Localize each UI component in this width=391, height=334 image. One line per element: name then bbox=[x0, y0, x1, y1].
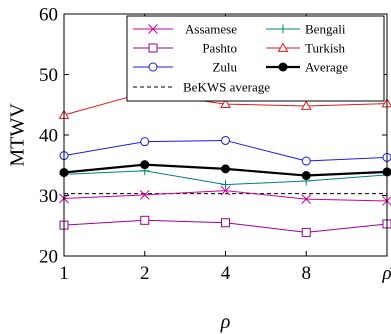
legend-marker bbox=[278, 62, 288, 72]
legend-item-bengali: Bengali bbox=[266, 22, 346, 37]
legend-label: Turkish bbox=[305, 41, 345, 56]
legend-item-average: Average bbox=[266, 60, 348, 75]
legend-marker bbox=[148, 24, 158, 34]
data-point bbox=[300, 100, 312, 110]
legend-marker bbox=[148, 43, 158, 53]
legend-marker bbox=[148, 62, 158, 72]
legend-item-zulu: Zulu bbox=[133, 60, 237, 75]
series-assamese bbox=[59, 185, 391, 206]
data-point bbox=[301, 194, 312, 204]
data-point bbox=[140, 137, 150, 147]
plot-series-layer bbox=[58, 87, 391, 237]
data-point bbox=[301, 156, 311, 166]
y-axis-title: MTWV bbox=[7, 103, 29, 167]
data-point bbox=[140, 215, 150, 225]
legend: Assamese Bengali Pashto Turkish Zulu Average B… bbox=[126, 15, 385, 102]
y-tick-label: 40 bbox=[39, 126, 58, 147]
legend-label: Zulu bbox=[212, 60, 237, 75]
legend-item-assamese: Assamese bbox=[133, 22, 237, 37]
series-zulu bbox=[59, 135, 391, 166]
series-average bbox=[59, 160, 391, 181]
x-tick-label: 8 bbox=[302, 263, 312, 284]
legend-marker bbox=[277, 42, 289, 52]
legend-label: Average bbox=[305, 60, 348, 75]
data-point bbox=[139, 190, 150, 200]
legend-item-turkish: Turkish bbox=[266, 41, 345, 56]
data-point bbox=[221, 218, 230, 228]
series-line bbox=[63, 190, 388, 202]
y-tick-label: 20 bbox=[39, 247, 58, 268]
legend-label: Bengali bbox=[305, 22, 346, 37]
data-point bbox=[221, 164, 230, 174]
x-tick-label: 1 bbox=[59, 263, 69, 284]
x-axis-title: ρ bbox=[220, 311, 231, 333]
data-point bbox=[221, 135, 230, 145]
data-point bbox=[301, 227, 311, 237]
legend-item-reference: BeKWS average bbox=[133, 80, 270, 95]
data-point bbox=[220, 185, 231, 196]
y-tick-label: 50 bbox=[39, 65, 58, 86]
y-tick-label: 30 bbox=[39, 186, 58, 207]
data-point bbox=[301, 171, 311, 181]
series-pashto bbox=[59, 215, 391, 237]
legend-label: Pashto bbox=[202, 41, 237, 56]
x-tick-label: ρ̄ bbox=[381, 263, 391, 284]
legend-marker bbox=[278, 24, 288, 34]
legend-label: BeKWS average bbox=[183, 80, 270, 95]
data-point bbox=[220, 98, 231, 109]
x-tick-label: 2 bbox=[140, 263, 150, 284]
y-tick-label: 60 bbox=[39, 5, 58, 26]
legend-item-pashto: Pashto bbox=[133, 41, 237, 56]
legend-label: Assamese bbox=[185, 22, 237, 37]
y-axis: 20 30 40 50 60 bbox=[39, 5, 387, 268]
data-point bbox=[221, 180, 230, 190]
data-point bbox=[140, 160, 150, 170]
x-tick-label: 4 bbox=[221, 263, 231, 284]
